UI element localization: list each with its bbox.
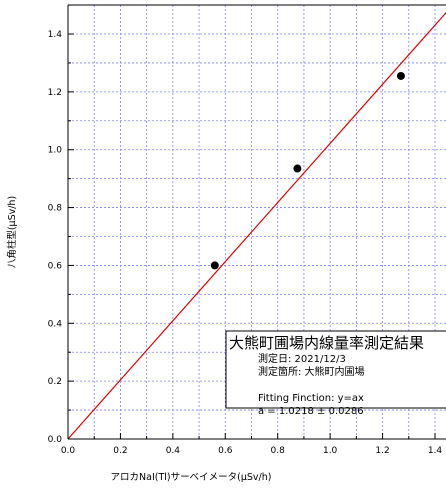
legend-place: 測定箇所: 大熊町内圃場 — [258, 365, 365, 378]
y-tick-labels: 0.0 0.2 0.4 0.6 0.8 1.0 1.2 1.4 — [48, 30, 63, 445]
y-tick-label: 0.4 — [48, 319, 63, 329]
axes — [67, 4, 446, 440]
fit-line — [67, 11, 446, 440]
y-tick-label: 0.8 — [48, 204, 63, 214]
legend-title: 大熊町圃場内線量率測定結果 — [229, 334, 424, 352]
data-point — [396, 71, 405, 80]
y-tick-label: 1.4 — [48, 30, 63, 40]
x-tick-label: 0.6 — [218, 446, 233, 456]
data-point — [293, 164, 302, 173]
x-tick-label: 0.2 — [113, 446, 127, 456]
y-axis-label: 八角柱型(μSv/h) — [6, 196, 18, 268]
data-points — [210, 71, 405, 270]
legend-date: 測定日: 2021/12/3 — [258, 352, 346, 365]
x-tick-label: 1.2 — [375, 446, 389, 456]
y-tick-label: 1.0 — [48, 146, 63, 156]
y-tick-label: 1.2 — [48, 88, 62, 98]
y-tick-label: 0.6 — [48, 261, 63, 271]
legend-fit-function: Fitting Finction: y=ax — [258, 393, 364, 404]
y-tick-label: 0.0 — [48, 435, 63, 445]
x-tick-label: 1.4 — [428, 446, 443, 456]
legend-frame — [225, 330, 446, 409]
x-tick-label: 0.0 — [61, 446, 76, 456]
x-axis-label: アロカNaI(Tl)サーベイメータ(μSv/h) — [111, 472, 272, 483]
data-point — [210, 261, 219, 270]
x-tick-label: 0.4 — [166, 446, 181, 456]
legend-box: 大熊町圃場内線量率測定結果 測定日: 2021/12/3 測定箇所: 大熊町内圃… — [225, 330, 446, 417]
x-tick-labels: 0.0 0.2 0.4 0.6 0.8 1.0 1.2 1.4 — [61, 446, 443, 456]
x-tick-label: 0.8 — [271, 446, 286, 456]
y-tick-label: 0.2 — [48, 377, 62, 387]
legend-fit-coefficient: a = 1.0218 ± 0.0286 — [258, 406, 364, 417]
x-tick-label: 1.0 — [323, 446, 338, 456]
